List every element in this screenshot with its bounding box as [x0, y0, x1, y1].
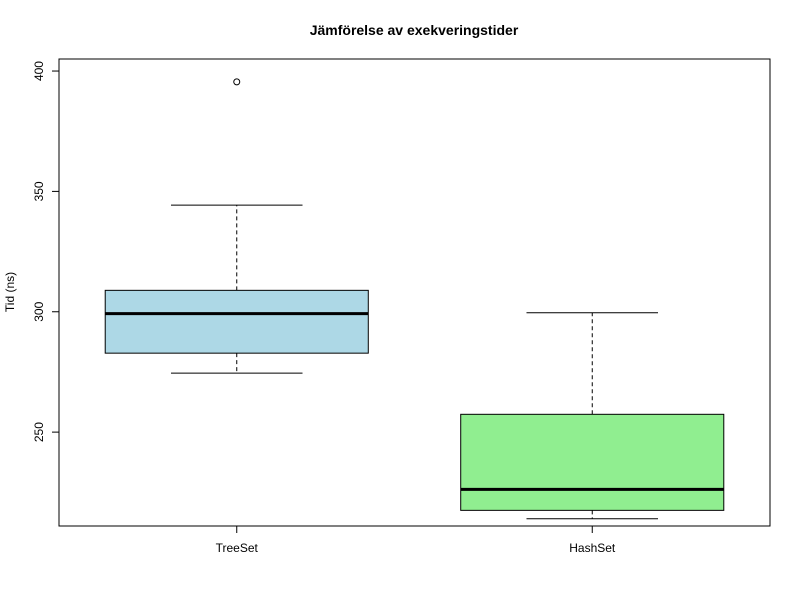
y-axis: 250 300 350 400: [32, 61, 59, 442]
outlier-point: [233, 78, 241, 86]
iqr-box: [460, 413, 725, 511]
box-treeset: [104, 78, 369, 374]
iqr-box: [104, 289, 369, 354]
boxes-group: [104, 78, 725, 520]
x-tick-label: TreeSet: [216, 541, 259, 555]
y-tick-label: 250: [32, 422, 46, 442]
chart-title: Jämförelse av exekveringstider: [310, 22, 519, 38]
y-tick-label: 400: [32, 61, 46, 81]
box-hashset: [460, 312, 725, 520]
plot-frame: [58, 58, 771, 527]
y-axis-label: Tid (ns): [3, 272, 17, 312]
x-axis: TreeSet HashSet: [216, 526, 616, 555]
y-tick-label: 300: [32, 301, 46, 321]
x-tick-label: HashSet: [569, 541, 616, 555]
y-tick-label: 350: [32, 181, 46, 201]
